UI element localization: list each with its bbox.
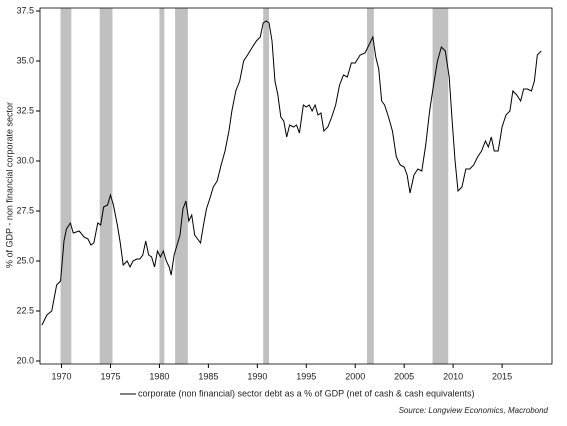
y-tick-label: 35.0 xyxy=(16,55,34,65)
y-tick-label: 32.5 xyxy=(16,105,34,115)
source: Source: Longview Economics, Macrobond xyxy=(399,406,549,415)
y-tick-label: 27.5 xyxy=(16,205,34,215)
y-axis-label: % of GDP - non financial corporate secto… xyxy=(4,102,14,268)
x-tick-label: 1985 xyxy=(198,371,218,381)
x-tick-label: 1970 xyxy=(52,371,72,381)
recession-band xyxy=(159,8,165,364)
x-tick-label: 1980 xyxy=(149,371,169,381)
x-tick-label: 1990 xyxy=(247,371,267,381)
x-tick-label: 2010 xyxy=(443,371,463,381)
x-tick-label: 1975 xyxy=(100,371,120,381)
data-line xyxy=(41,20,542,326)
recession-band xyxy=(99,8,113,364)
x-tick-label: 2015 xyxy=(492,371,512,381)
recession-band xyxy=(175,8,188,364)
y-tick-label: 25.0 xyxy=(16,255,34,265)
x-tick-label: 1995 xyxy=(296,371,316,381)
recession-band xyxy=(60,8,72,364)
x-tick-label: 2005 xyxy=(394,371,414,381)
recession-band xyxy=(263,8,270,364)
recession-band xyxy=(366,8,374,364)
legend-label: corporate (non financial) sector debt as… xyxy=(138,388,475,398)
x-tick-label: 2000 xyxy=(345,371,365,381)
y-tick-label: 30.0 xyxy=(16,155,34,165)
y-tick-label: 22.5 xyxy=(16,305,34,315)
y-tick-label: 20.0 xyxy=(16,355,34,365)
recession-band xyxy=(432,8,449,364)
y-tick-label: 37.5 xyxy=(16,5,34,15)
plot-frame xyxy=(39,7,553,365)
